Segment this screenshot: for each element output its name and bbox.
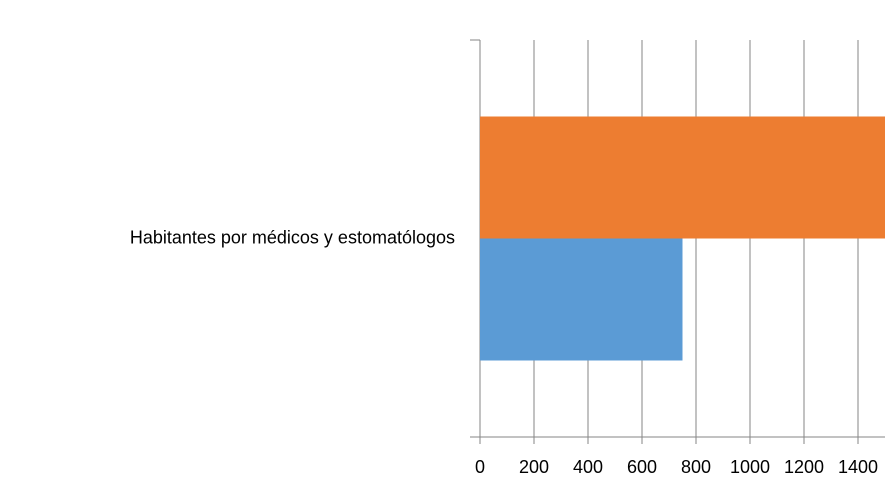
x-tick-label: 600 bbox=[627, 457, 657, 477]
x-tick-label: 800 bbox=[681, 457, 711, 477]
x-tick-label: 1000 bbox=[730, 457, 770, 477]
x-tick-label: 200 bbox=[519, 457, 549, 477]
bar bbox=[480, 116, 885, 239]
x-tick-label: 1200 bbox=[784, 457, 824, 477]
y-tick-label: Habitantes por médicos y estomatólogos bbox=[130, 227, 455, 247]
x-tick-label: 1400 bbox=[838, 457, 878, 477]
x-tick-label: 0 bbox=[475, 457, 485, 477]
bar bbox=[480, 238, 683, 361]
x-tick-label: 400 bbox=[573, 457, 603, 477]
